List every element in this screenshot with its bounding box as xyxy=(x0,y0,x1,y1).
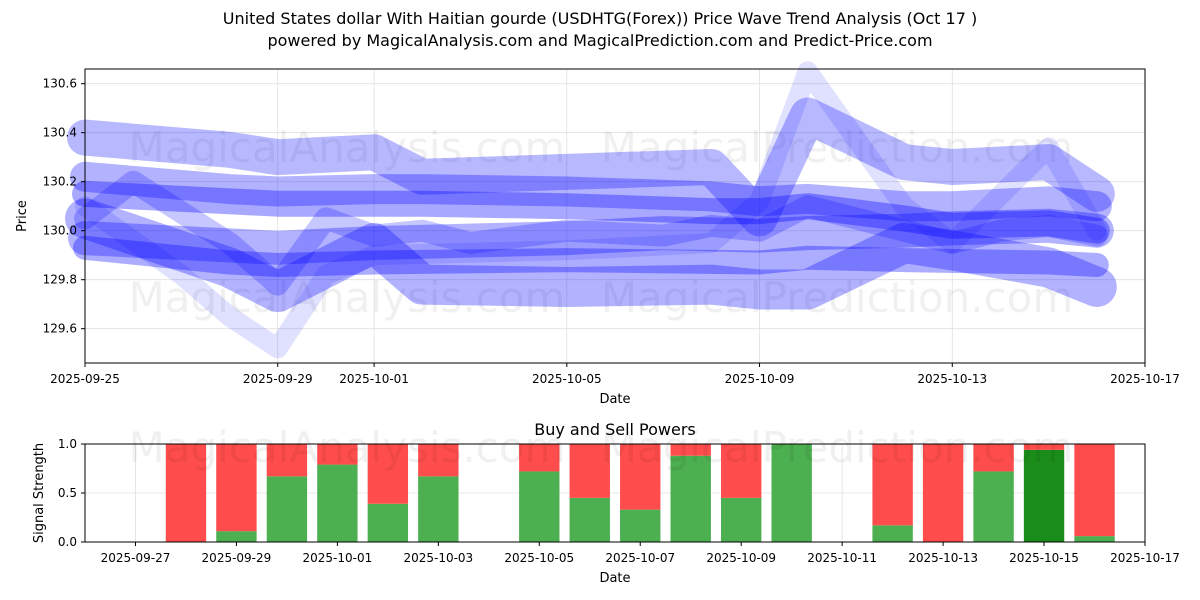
watermark-text: MagicalPrediction.com xyxy=(601,423,1074,472)
watermark-text: MagicalPrediction.com xyxy=(601,123,1074,172)
buy-power-bar xyxy=(670,455,711,542)
price-x-tick-label: 2025-09-25 xyxy=(50,372,120,386)
buy-power-bar xyxy=(317,464,358,542)
price-wave-line xyxy=(65,198,1117,312)
buy-power-bar xyxy=(771,444,812,542)
sell-power-bar xyxy=(266,444,308,477)
price-wave-line xyxy=(74,170,1108,296)
buy-sell-y-axis-label: Signal Strength xyxy=(32,443,47,543)
buy-power-bar xyxy=(721,497,762,542)
price-watermarks: MagicalAnalysis.com MagicalPrediction.com… xyxy=(129,123,1074,322)
buy-sell-y-tick-label: 0.5 xyxy=(58,486,77,500)
sell-power-bar xyxy=(317,444,358,465)
buy-sell-title: Buy and Sell Powers xyxy=(534,420,696,439)
price-y-tick-label: 130.2 xyxy=(43,175,77,189)
buy-sell-y-axis: 0.0 0.5 1.0 xyxy=(58,437,85,549)
sell-power-bar xyxy=(569,444,610,498)
buy-sell-x-tick-label: 2025-09-27 xyxy=(101,551,171,565)
buy-power-bar xyxy=(872,525,913,542)
buy-sell-x-tick-label: 2025-10-15 xyxy=(1009,551,1079,565)
buy-sell-x-tick-label: 2025-10-11 xyxy=(807,551,877,565)
sell-power-bar xyxy=(922,444,964,542)
buy-sell-x-tick-label: 2025-10-07 xyxy=(605,551,675,565)
price-wave-line xyxy=(67,97,1115,237)
price-x-tick-label: 2025-10-05 xyxy=(532,372,602,386)
buy-power-bar xyxy=(367,503,409,542)
price-wave-line xyxy=(68,208,1114,265)
sell-power-bar xyxy=(418,444,459,477)
buy-power-bar xyxy=(973,471,1014,542)
buy-sell-x-tick-label: 2025-10-09 xyxy=(706,551,776,565)
price-x-tick-label: 2025-09-29 xyxy=(243,372,313,386)
price-plot-frame xyxy=(84,68,1146,364)
sell-power-bar xyxy=(973,444,1014,472)
price-x-tick-label: 2025-10-13 xyxy=(917,372,987,386)
buy-sell-bars xyxy=(165,444,1115,542)
price-x-tick-label: 2025-10-09 xyxy=(725,372,795,386)
price-x-axis-label: Date xyxy=(599,392,630,407)
buy-sell-x-axis-label: Date xyxy=(599,571,630,586)
buy-sell-y-tick-label: 0.0 xyxy=(58,535,77,549)
price-y-tick-label: 130.4 xyxy=(43,126,77,140)
watermark-text: MagicalAnalysis.com xyxy=(129,423,566,472)
price-wave-chart: MagicalAnalysis.com MagicalPrediction.com… xyxy=(15,61,1180,407)
sell-power-bar xyxy=(519,444,560,472)
sell-power-bar xyxy=(165,444,207,542)
buy-power-bar xyxy=(216,531,257,542)
buy-power-bar xyxy=(1023,449,1065,542)
price-x-axis: 2025-09-25 2025-09-29 2025-10-01 2025-10-05… xyxy=(50,363,1180,386)
price-plot-area xyxy=(85,69,1145,363)
price-wave-line xyxy=(75,61,1107,359)
price-y-tick-label: 129.8 xyxy=(43,273,77,287)
buy-power-bar xyxy=(519,471,560,542)
buy-power-bar xyxy=(569,497,610,542)
price-wave-series xyxy=(65,61,1117,359)
buy-sell-watermarks: MagicalAnalysis.com MagicalPrediction.com xyxy=(129,423,1074,472)
price-wave-line xyxy=(73,235,1109,277)
buy-power-bar xyxy=(620,509,661,542)
watermark-text: MagicalAnalysis.com xyxy=(129,273,566,322)
buy-sell-x-tick-label: 2025-10-13 xyxy=(908,551,978,565)
buy-power-bar xyxy=(418,476,459,542)
sell-power-bar xyxy=(620,444,661,510)
buy-sell-x-tick-label: 2025-09-29 xyxy=(202,551,272,565)
watermark-text: MagicalAnalysis.com xyxy=(129,123,566,172)
buy-sell-chart: Buy and Sell Powers MagicalAnalysis.com M… xyxy=(32,420,1180,586)
buy-power-bar xyxy=(266,476,308,542)
sell-power-bar xyxy=(367,444,409,504)
sell-power-bar xyxy=(216,444,257,532)
price-x-tick-label: 2025-10-17 xyxy=(1110,372,1180,386)
sell-power-bar xyxy=(1074,444,1115,537)
price-wave-line xyxy=(72,180,1110,244)
buy-sell-x-tick-label: 2025-10-01 xyxy=(303,551,373,565)
sell-power-bar xyxy=(1023,444,1065,450)
buy-power-bar xyxy=(1074,536,1115,542)
buy-sell-x-axis: 2025-09-27 2025-09-29 2025-10-01 2025-10-03… xyxy=(101,542,1180,565)
price-y-tick-label: 130.0 xyxy=(43,224,77,238)
chart-subtitle: powered by MagicalAnalysis.com and Magic… xyxy=(267,31,933,50)
sell-power-bar xyxy=(872,444,913,526)
price-y-tick-label: 129.6 xyxy=(43,322,77,336)
buy-sell-x-tick-label: 2025-10-17 xyxy=(1110,551,1180,565)
chart-title: United States dollar With Haitian gourde… xyxy=(222,9,978,28)
price-wave-line xyxy=(70,161,1112,222)
price-y-axis: 129.6 129.8 130.0 130.2 130.4 130.6 xyxy=(43,77,85,336)
buy-sell-x-tick-label: 2025-10-03 xyxy=(403,551,473,565)
buy-sell-x-tick-label: 2025-10-05 xyxy=(504,551,574,565)
sell-power-bar xyxy=(670,444,711,456)
buy-sell-y-tick-label: 1.0 xyxy=(58,437,77,451)
price-x-tick-label: 2025-10-01 xyxy=(339,372,409,386)
sell-power-bar xyxy=(721,444,762,498)
price-y-tick-label: 130.6 xyxy=(43,77,77,91)
price-y-axis-label: Price xyxy=(15,200,30,232)
watermark-text: MagicalPrediction.com xyxy=(601,273,1074,322)
